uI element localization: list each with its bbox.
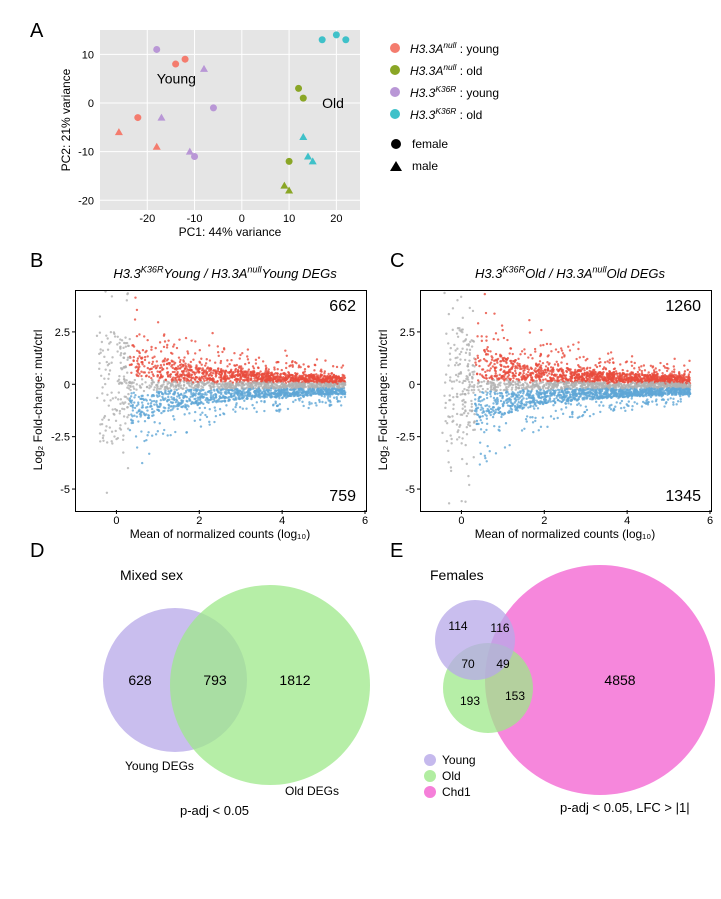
ma-plot-young: 662 759 xyxy=(75,290,367,512)
pca-scatter-plot: YoungOld-20-1001020-20-10010PC1: 44% var… xyxy=(100,30,360,210)
panel-b-title: H3.3K36RYoung / H3.3AnullYoung DEGs xyxy=(75,265,375,281)
legend-shape-label: male xyxy=(412,159,438,173)
venn-diagram-females: Females11411670491931534858YoungOldChd1p… xyxy=(400,560,721,820)
ma-plot-c-yaxis: -5-2.502.5Log₂ Fold-change: mut/ctrl xyxy=(385,290,420,510)
svg-text:PC2: 21% variance: PC2: 21% variance xyxy=(59,68,73,171)
panel-a: A YoungOld-20-1001020-20-10010PC1: 44% v… xyxy=(20,20,701,240)
svg-text:Log₂ Fold-change: mut/ctrl: Log₂ Fold-change: mut/ctrl xyxy=(31,330,45,471)
svg-text:-20: -20 xyxy=(139,213,155,225)
svg-text:0: 0 xyxy=(113,515,119,527)
svg-text:20: 20 xyxy=(330,213,342,225)
svg-text:759: 759 xyxy=(329,488,356,505)
ma-plot-b-yaxis: -5-2.502.5Log₂ Fold-change: mut/ctrl xyxy=(40,290,75,510)
legend-shape-icon xyxy=(390,138,402,150)
svg-text:Young: Young xyxy=(157,71,196,87)
svg-text:Old: Old xyxy=(322,95,344,111)
panel-c-label: C xyxy=(390,250,404,273)
svg-text:-10: -10 xyxy=(78,147,94,159)
panel-a-label: A xyxy=(30,20,43,43)
legend-label: H3.3Anull : young xyxy=(410,40,499,56)
legend-item: H3.3K36R : old xyxy=(390,106,499,122)
svg-text:0: 0 xyxy=(239,213,245,225)
panel-bc-row: B H3.3K36RYoung / H3.3AnullYoung DEGs 66… xyxy=(20,250,701,530)
svg-text:2.5: 2.5 xyxy=(55,327,70,339)
legend-swatch-icon xyxy=(390,43,400,53)
panel-b-label: B xyxy=(30,250,43,273)
ma-plot-b-xaxis: 0 2 4 6 Mean of normalized counts (log₁₀) xyxy=(75,510,365,540)
svg-text:10: 10 xyxy=(283,213,295,225)
legend-item: H3.3Anull : old xyxy=(390,62,499,78)
svg-text:-10: -10 xyxy=(187,213,203,225)
svg-text:662: 662 xyxy=(329,298,356,315)
legend-item: H3.3K36R : young xyxy=(390,84,499,100)
svg-text:6: 6 xyxy=(362,515,368,527)
legend-swatch-icon xyxy=(390,87,400,97)
legend-swatch-icon xyxy=(390,65,400,75)
legend-shape-item: male xyxy=(390,158,499,174)
svg-text:0: 0 xyxy=(64,379,70,391)
panel-c-title: H3.3K36ROld / H3.3AnullOld DEGs xyxy=(420,265,720,281)
svg-text:Mean of normalized counts (log: Mean of normalized counts (log₁₀) xyxy=(130,527,310,541)
legend-label: H3.3K36R : young xyxy=(410,84,499,100)
legend-shape-item: female xyxy=(390,136,499,152)
svg-text:-20: -20 xyxy=(78,195,94,207)
legend-swatch-icon xyxy=(390,109,400,119)
ma-plot-old: 12601345 xyxy=(420,290,712,512)
panel-a-legend: H3.3Anull : young H3.3Anull : old H3.3K3… xyxy=(390,40,499,180)
panel-d-label: D xyxy=(30,540,44,563)
svg-text:4: 4 xyxy=(279,515,285,527)
legend-shape-icon xyxy=(390,160,402,172)
legend-label: H3.3Anull : old xyxy=(410,62,482,78)
svg-text:2: 2 xyxy=(196,515,202,527)
svg-text:-2.5: -2.5 xyxy=(51,432,70,444)
svg-text:0: 0 xyxy=(88,98,94,110)
svg-text:PC1: 44% variance: PC1: 44% variance xyxy=(179,225,282,239)
ma-plot-c-xaxis: 0246Mean of normalized counts (log₁₀) xyxy=(420,510,710,540)
legend-shape-label: female xyxy=(412,137,448,151)
legend-item: H3.3Anull : young xyxy=(390,40,499,56)
figure-container: A YoungOld-20-1001020-20-10010PC1: 44% v… xyxy=(20,20,701,840)
svg-text:10: 10 xyxy=(82,49,94,61)
venn-diagram-mixed-sex: Mixed sex6287931812Young DEGsOld DEGsp-a… xyxy=(70,560,390,820)
panel-de-row: D Mixed sex6287931812Young DEGsOld DEGsp… xyxy=(20,540,701,840)
svg-text:-5: -5 xyxy=(60,484,70,496)
legend-label: H3.3K36R : old xyxy=(410,106,482,122)
